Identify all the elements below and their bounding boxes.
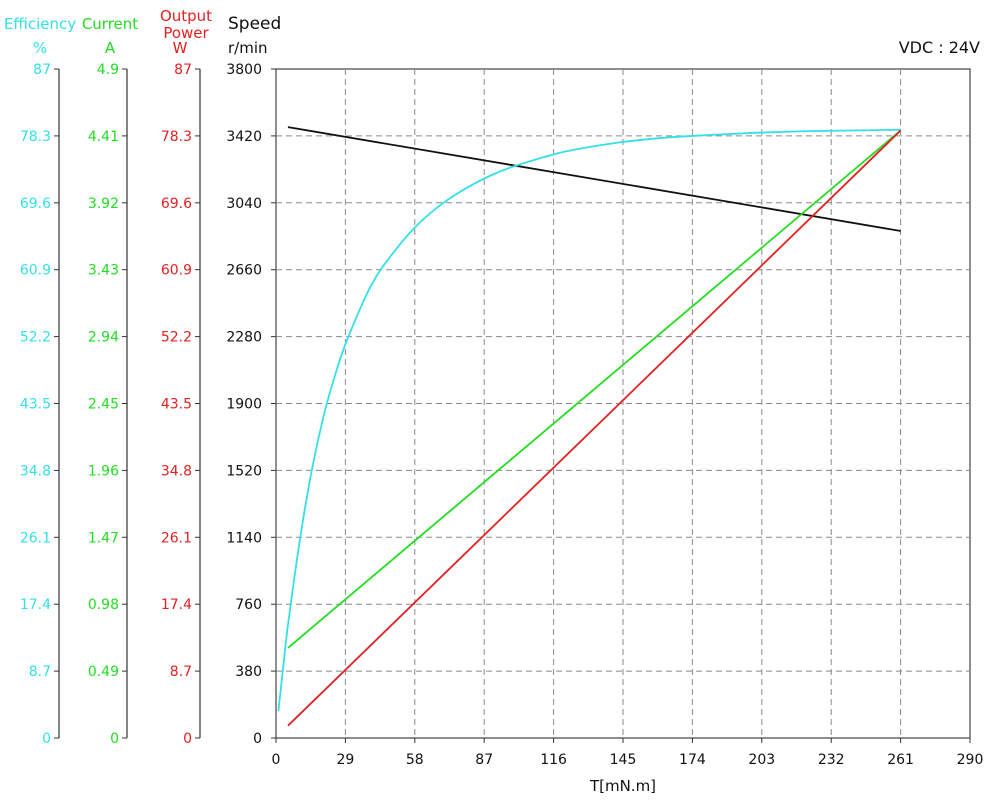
x-tick-label: 261 — [887, 752, 914, 768]
power-axis-unit: W — [173, 39, 188, 57]
efficiency-tick-label: 34.8 — [20, 463, 51, 479]
current-tick-label: 2.45 — [88, 397, 119, 413]
current-tick-label: 4.41 — [88, 129, 119, 145]
power-tick-label: 60.9 — [161, 263, 192, 279]
curves — [277, 126, 902, 727]
x-tick-label: 58 — [406, 752, 424, 768]
speed-tick-label: 2660 — [226, 263, 262, 279]
speed-tick-label: 3800 — [226, 62, 262, 78]
efficiency-tick-label: 17.4 — [20, 597, 51, 613]
speed-axis-unit: r/min — [228, 39, 268, 57]
current-tick-label: 1.96 — [88, 463, 119, 479]
x-tick-label: 0 — [272, 752, 281, 768]
efficiency-tick-label: 78.3 — [20, 129, 51, 145]
x-tick-label: 174 — [679, 752, 706, 768]
speed-axis-title: Speed — [228, 14, 281, 34]
power-tick-label: 78.3 — [161, 129, 192, 145]
x-tick-label: 232 — [818, 752, 845, 768]
power-curve — [287, 129, 902, 727]
x-axis-label: T[mN.m] — [589, 777, 656, 795]
current-tick-label: 1.47 — [88, 530, 119, 546]
speed-tick-label: 0 — [253, 731, 262, 747]
power-tick-label: 43.5 — [161, 397, 192, 413]
efficiency-axis-unit: % — [33, 39, 47, 57]
speed-tick-label: 3040 — [226, 196, 262, 212]
speed-tick-label: 1900 — [226, 397, 262, 413]
current-curve — [287, 129, 902, 649]
power-axis-title-line1: Output — [160, 7, 212, 25]
current-tick-label: 0.49 — [88, 664, 119, 680]
tick-labels: 0 29 58 87 116 145 174 203 232 261 290 0 380 760 1140 1… — [20, 62, 984, 768]
current-tick-label: 0 — [110, 731, 119, 747]
x-tick-label: 87 — [475, 752, 493, 768]
power-tick-label: 52.2 — [161, 330, 192, 346]
current-tick-label: 3.43 — [88, 263, 119, 279]
grid — [276, 69, 970, 738]
power-tick-label: 34.8 — [161, 463, 192, 479]
current-tick-label: 4.9 — [97, 62, 119, 78]
power-tick-label: 87 — [174, 62, 192, 78]
current-axis-title: Current — [82, 15, 138, 33]
efficiency-tick-label: 8.7 — [29, 664, 51, 680]
voltage-annotation: VDC : 24V — [899, 38, 980, 57]
speed-tick-label: 1520 — [226, 463, 262, 479]
efficiency-tick-label: 0 — [42, 731, 51, 747]
power-tick-label: 26.1 — [161, 530, 192, 546]
efficiency-curve — [277, 128, 901, 712]
efficiency-tick-label: 69.6 — [20, 196, 51, 212]
x-tick-label: 116 — [540, 752, 567, 768]
efficiency-tick-label: 26.1 — [20, 530, 51, 546]
x-tick-label: 203 — [748, 752, 775, 768]
power-axis-title-line2: Power — [163, 24, 209, 42]
current-axis-unit: A — [105, 39, 116, 57]
speed-curve — [287, 126, 901, 232]
efficiency-tick-label: 43.5 — [20, 397, 51, 413]
speed-tick-label: 2280 — [226, 330, 262, 346]
efficiency-tick-label: 60.9 — [20, 263, 51, 279]
efficiency-tick-label: 87 — [33, 62, 51, 78]
current-tick-label: 3.92 — [88, 196, 119, 212]
x-tick-label: 290 — [957, 752, 984, 768]
current-tick-label: 2.94 — [88, 330, 119, 346]
speed-tick-label: 1140 — [226, 530, 262, 546]
speed-tick-label: 760 — [235, 597, 262, 613]
x-tick-label: 145 — [610, 752, 637, 768]
power-tick-label: 8.7 — [170, 664, 192, 680]
efficiency-tick-label: 52.2 — [20, 330, 51, 346]
speed-tick-label: 3420 — [226, 129, 262, 145]
current-tick-label: 0.98 — [88, 597, 119, 613]
power-tick-label: 0 — [183, 731, 192, 747]
power-tick-label: 69.6 — [161, 196, 192, 212]
x-tick-label: 29 — [336, 752, 354, 768]
power-tick-label: 17.4 — [161, 597, 192, 613]
speed-tick-label: 380 — [235, 664, 262, 680]
efficiency-axis-title: Efficiency — [4, 15, 76, 33]
